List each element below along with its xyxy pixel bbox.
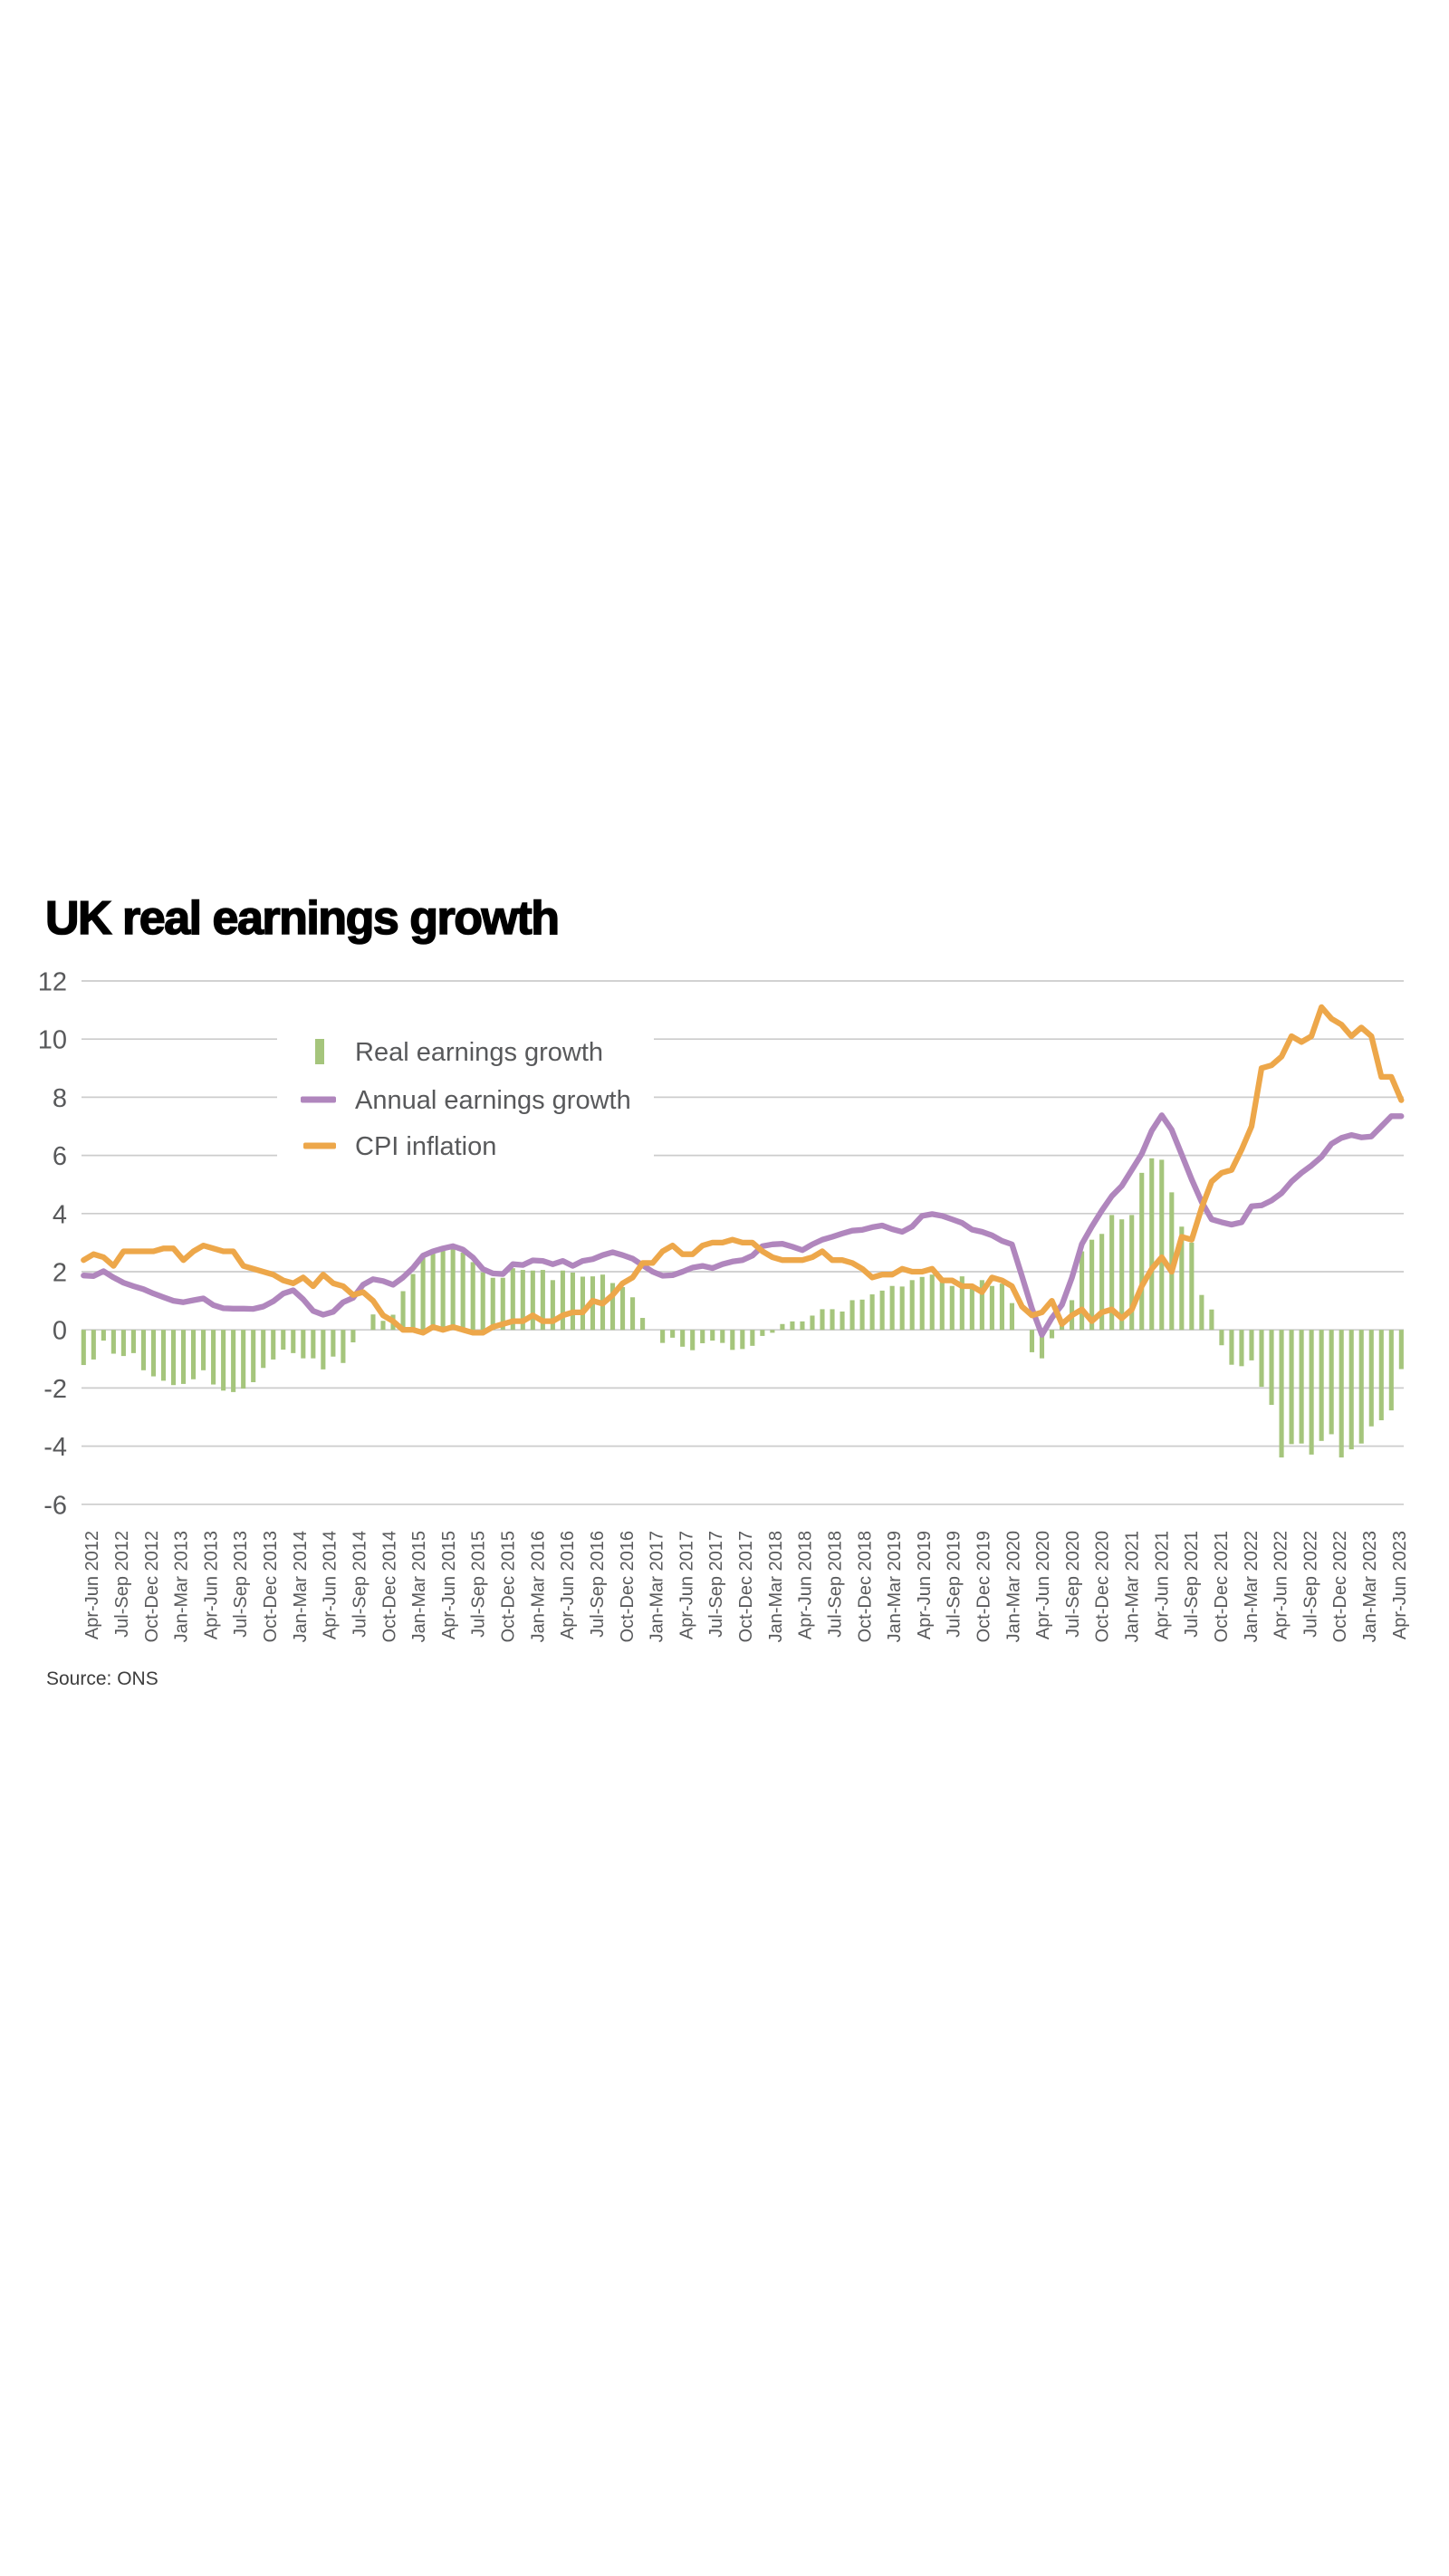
svg-text:Jan-Mar 2016: Jan-Mar 2016	[528, 1531, 548, 1642]
svg-text:Apr-Jun 2016: Apr-Jun 2016	[558, 1531, 578, 1639]
svg-text:Jan-Mar 2020: Jan-Mar 2020	[1003, 1531, 1023, 1642]
svg-text:Apr-Jun 2014: Apr-Jun 2014	[321, 1531, 341, 1639]
svg-text:Apr-Jun 2019: Apr-Jun 2019	[915, 1531, 935, 1639]
svg-text:Oct-Dec 2019: Oct-Dec 2019	[974, 1531, 994, 1642]
svg-text:Jul-Sep 2014: Jul-Sep 2014	[350, 1531, 370, 1638]
svg-text:6: 6	[53, 1142, 67, 1171]
svg-text:Jan-Mar 2023: Jan-Mar 2023	[1360, 1531, 1380, 1642]
svg-text:Jul-Sep 2013: Jul-Sep 2013	[231, 1531, 251, 1638]
svg-text:Jan-Mar 2017: Jan-Mar 2017	[648, 1531, 667, 1642]
svg-text:Jul-Sep 2016: Jul-Sep 2016	[588, 1531, 608, 1638]
svg-text:Apr-Jun 2017: Apr-Jun 2017	[677, 1531, 696, 1639]
svg-text:Apr-Jun 2018: Apr-Jun 2018	[796, 1531, 816, 1639]
svg-text:4: 4	[53, 1200, 67, 1229]
svg-text:Apr-Jun 2012: Apr-Jun 2012	[82, 1531, 102, 1639]
svg-text:Jan-Mar 2015: Jan-Mar 2015	[409, 1531, 429, 1642]
svg-text:Oct-Dec 2014: Oct-Dec 2014	[379, 1531, 399, 1642]
svg-text:Real earnings growth: Real earnings growth	[355, 1038, 603, 1067]
svg-text:Jul-Sep 2012: Jul-Sep 2012	[112, 1531, 132, 1638]
svg-text:Source: ONS: Source: ONS	[46, 1668, 158, 1689]
svg-text:2: 2	[53, 1259, 67, 1288]
svg-text:Apr-Jun 2023: Apr-Jun 2023	[1390, 1531, 1410, 1639]
svg-text:12: 12	[38, 968, 67, 997]
svg-text:Apr-Jun 2021: Apr-Jun 2021	[1152, 1531, 1172, 1639]
svg-text:Jan-Mar 2021: Jan-Mar 2021	[1123, 1531, 1143, 1642]
svg-text:Jul-Sep 2021: Jul-Sep 2021	[1182, 1531, 1202, 1638]
svg-text:Jan-Mar 2022: Jan-Mar 2022	[1242, 1531, 1262, 1642]
svg-text:Jul-Sep 2020: Jul-Sep 2020	[1063, 1531, 1083, 1638]
svg-text:Apr-Jun 2020: Apr-Jun 2020	[1033, 1531, 1053, 1639]
svg-text:-6: -6	[43, 1491, 67, 1520]
svg-text:Oct-Dec 2017: Oct-Dec 2017	[736, 1531, 756, 1642]
svg-text:Jul-Sep 2018: Jul-Sep 2018	[826, 1531, 846, 1638]
svg-text:-2: -2	[43, 1375, 67, 1404]
svg-text:Oct-Dec 2022: Oct-Dec 2022	[1330, 1531, 1350, 1642]
svg-text:Oct-Dec 2015: Oct-Dec 2015	[499, 1531, 519, 1642]
svg-text:Oct-Dec 2016: Oct-Dec 2016	[618, 1531, 638, 1642]
svg-text:-4: -4	[43, 1433, 67, 1462]
svg-text:Annual earnings growth: Annual earnings growth	[355, 1086, 631, 1115]
svg-text:Jul-Sep 2015: Jul-Sep 2015	[469, 1531, 489, 1638]
svg-text:Jan-Mar 2019: Jan-Mar 2019	[885, 1531, 905, 1642]
svg-text:Jul-Sep 2019: Jul-Sep 2019	[945, 1531, 964, 1638]
svg-text:10: 10	[38, 1026, 67, 1055]
svg-text:8: 8	[53, 1084, 67, 1113]
svg-text:0: 0	[53, 1317, 67, 1346]
svg-text:Apr-Jun 2015: Apr-Jun 2015	[439, 1531, 459, 1639]
svg-text:Jan-Mar 2013: Jan-Mar 2013	[172, 1531, 192, 1642]
svg-text:Jul-Sep 2017: Jul-Sep 2017	[706, 1531, 726, 1638]
svg-text:Oct-Dec 2013: Oct-Dec 2013	[261, 1531, 281, 1642]
svg-text:Jul-Sep 2022: Jul-Sep 2022	[1300, 1531, 1320, 1638]
svg-text:CPI inflation: CPI inflation	[355, 1132, 496, 1161]
svg-text:Jan-Mar 2014: Jan-Mar 2014	[291, 1531, 311, 1642]
svg-text:Jan-Mar 2018: Jan-Mar 2018	[766, 1531, 786, 1642]
svg-text:Oct-Dec 2020: Oct-Dec 2020	[1093, 1531, 1113, 1642]
svg-text:Apr-Jun 2022: Apr-Jun 2022	[1271, 1531, 1291, 1639]
svg-text:Oct-Dec 2012: Oct-Dec 2012	[142, 1531, 162, 1642]
svg-text:Apr-Jun 2013: Apr-Jun 2013	[201, 1531, 221, 1639]
svg-text:UK real earnings growth: UK real earnings growth	[45, 892, 559, 945]
svg-text:Oct-Dec 2018: Oct-Dec 2018	[855, 1531, 875, 1642]
svg-text:Oct-Dec 2021: Oct-Dec 2021	[1212, 1531, 1232, 1642]
